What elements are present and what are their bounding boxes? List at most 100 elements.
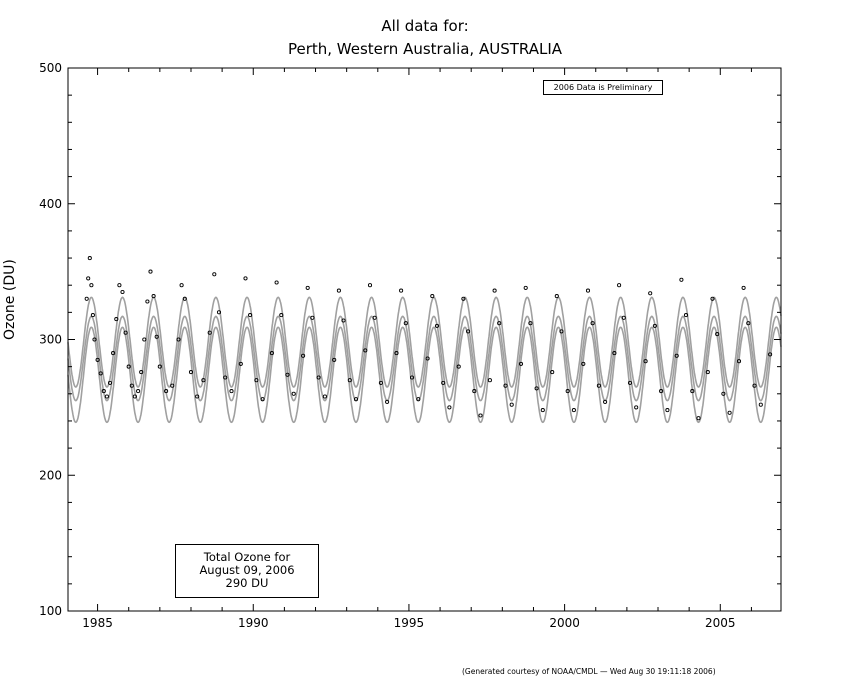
data-point xyxy=(87,256,92,261)
data-point xyxy=(590,321,595,326)
data-point xyxy=(509,402,514,407)
preliminary-note: 2006 Data is Preliminary xyxy=(543,80,663,95)
data-point xyxy=(540,408,545,413)
data-point xyxy=(571,408,576,413)
data-point xyxy=(248,313,253,318)
data-point xyxy=(683,313,689,318)
data-point xyxy=(332,357,337,362)
data-point xyxy=(758,402,763,407)
data-point xyxy=(164,389,169,394)
data-point xyxy=(341,318,346,323)
y-tick-label: 100 xyxy=(39,604,62,618)
data-point xyxy=(690,389,695,394)
y-axis-label: Ozone (DU) xyxy=(2,259,18,340)
series-envelope-mean xyxy=(67,315,782,402)
data-point xyxy=(212,272,217,277)
y-tick-label: 400 xyxy=(39,197,62,211)
data-point xyxy=(550,370,555,375)
plot-frame xyxy=(67,67,782,612)
data-point xyxy=(659,389,664,394)
data-point xyxy=(129,383,134,388)
data-point xyxy=(621,315,626,320)
data-point xyxy=(696,416,701,421)
data-point xyxy=(120,289,125,295)
data-point xyxy=(279,313,284,318)
data-point xyxy=(416,397,421,402)
data-point xyxy=(492,288,497,293)
data-point xyxy=(565,389,570,394)
y-tick-label: 300 xyxy=(39,333,62,347)
data-point xyxy=(126,364,131,369)
data-point xyxy=(223,375,228,380)
data-point xyxy=(229,389,234,394)
data-point xyxy=(472,389,477,394)
data-point xyxy=(145,299,150,304)
credit-footer: (Generated courtesy of NOAA/CMDL — Wed A… xyxy=(462,667,716,676)
data-point xyxy=(285,372,290,377)
x-tick-label: 1985 xyxy=(82,616,113,630)
data-point xyxy=(648,291,653,296)
data-point xyxy=(665,408,670,413)
data-point xyxy=(117,283,122,288)
data-point xyxy=(497,321,502,326)
data-point xyxy=(585,288,591,293)
data-point xyxy=(201,378,206,383)
total-ozone-value: 290 DU xyxy=(225,576,269,590)
data-point xyxy=(466,329,471,334)
data-point xyxy=(111,351,116,356)
data-point xyxy=(92,337,97,342)
x-tick-label: 1990 xyxy=(238,616,269,630)
data-point xyxy=(705,370,710,375)
total-ozone-date: August 09, 2006 xyxy=(199,563,295,577)
total-ozone-line1: Total Ozone for xyxy=(203,550,291,564)
data-point xyxy=(554,294,559,299)
data-point xyxy=(378,380,383,385)
data-point xyxy=(409,375,415,380)
data-point xyxy=(674,353,679,358)
data-point xyxy=(157,364,162,369)
data-point xyxy=(399,288,404,293)
data-point xyxy=(363,348,368,353)
data-point xyxy=(86,276,91,281)
data-point xyxy=(385,399,390,404)
data-point xyxy=(305,285,310,290)
data-point xyxy=(434,323,440,328)
data-point xyxy=(142,337,147,342)
data-point xyxy=(104,394,109,399)
chart-subtitle: Perth, Western Australia, AUSTRALIA xyxy=(287,40,563,58)
data-point xyxy=(139,370,144,375)
data-point xyxy=(721,391,726,396)
y-tick-label: 200 xyxy=(39,468,62,482)
data-point xyxy=(310,315,315,320)
data-point xyxy=(107,380,113,385)
data-point xyxy=(179,283,184,288)
data-point xyxy=(612,351,617,356)
data-point xyxy=(367,283,373,288)
data-point xyxy=(456,364,461,369)
data-point xyxy=(148,269,153,274)
data-point xyxy=(727,410,732,415)
data-point xyxy=(170,383,175,388)
data-point xyxy=(260,397,265,402)
data-point xyxy=(90,313,95,318)
series-envelope-lower xyxy=(67,326,782,424)
data-point xyxy=(634,405,639,410)
data-point xyxy=(336,288,341,293)
data-point xyxy=(372,315,377,320)
data-point xyxy=(559,329,564,334)
data-point xyxy=(447,405,452,410)
data-point xyxy=(151,294,156,299)
total-ozone-box: Total Ozone for August 09, 2006 290 DU xyxy=(175,544,319,598)
data-point xyxy=(154,334,159,339)
data-point xyxy=(182,296,187,301)
data-point xyxy=(523,285,528,290)
x-tick-label: 2005 xyxy=(705,616,736,630)
data-point xyxy=(243,276,248,281)
data-point xyxy=(528,321,533,326)
data-point xyxy=(403,321,408,326)
data-point xyxy=(617,283,622,288)
data-point xyxy=(347,378,352,383)
data-point xyxy=(425,356,430,361)
data-point xyxy=(652,323,657,328)
